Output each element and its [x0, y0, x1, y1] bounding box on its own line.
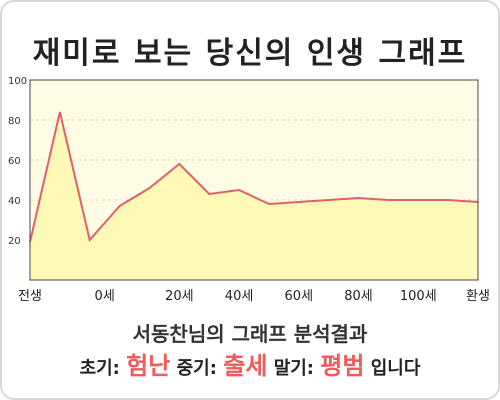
y-tick-label: 40 [8, 196, 21, 207]
page-title: 재미로 보는 당신의 인생 그래프 [32, 36, 468, 71]
early-value: 험난 [126, 352, 171, 380]
life-graph-chart: 20 40 60 80 100 전생 0세 20세 40세 60세 80세 100세 환생 [8, 76, 490, 304]
x-tick-label: 60세 [285, 289, 314, 304]
x-tick-label: 환생 [466, 289, 490, 304]
y-tick-label: 60 [8, 156, 21, 167]
area-fill [30, 112, 478, 280]
early-label: 초기: [79, 358, 120, 379]
mid-value: 출세 [223, 352, 268, 380]
ending-text: 입니다 [370, 358, 421, 379]
analysis-heading: 서동찬님의 그래프 분석결과 [132, 322, 368, 346]
x-tick-label: 20세 [165, 289, 194, 304]
late-label: 말기: [273, 358, 315, 379]
analysis-result: 초기: 험난 중기: 출세 말기: 평범 입니다 [0, 346, 500, 381]
x-tick-label: 100세 [400, 289, 437, 304]
y-tick-label: 20 [8, 236, 21, 247]
late-value: 평범 [320, 352, 365, 380]
y-tick-label: 80 [8, 116, 21, 127]
x-tick-label: 80세 [344, 289, 373, 304]
mid-label: 중기: [176, 358, 217, 379]
x-tick-label: 40세 [225, 289, 254, 304]
x-tick-label: 0세 [95, 289, 115, 304]
plot-border [29, 79, 479, 281]
y-tick-label: 100 [8, 76, 27, 87]
x-tick-label: 전생 [18, 289, 42, 304]
series-line [29, 111, 479, 243]
